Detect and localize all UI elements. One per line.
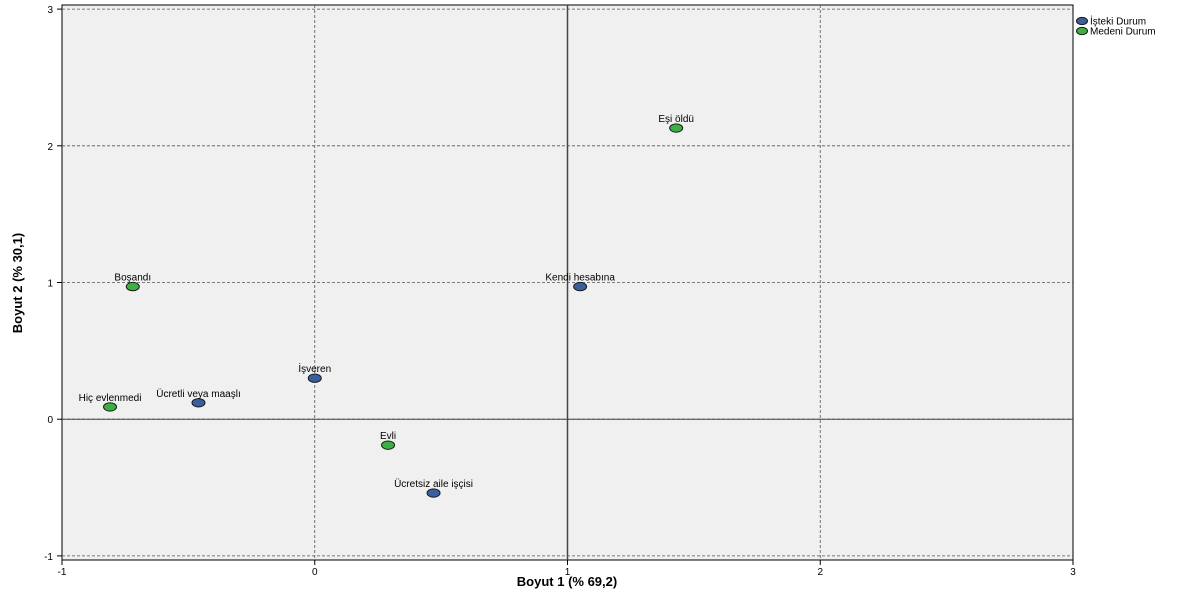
y-axis-title: Boyut 2 (% 30,1) [10, 233, 25, 333]
data-point [125, 281, 140, 292]
data-point [103, 402, 118, 412]
data-point-label: Ücretsiz aile işçisi [394, 478, 473, 490]
y-tick-label: 2 [47, 142, 53, 153]
x-tick-label: 2 [817, 567, 823, 578]
data-point-label: Ücretli veya maaşlı [156, 388, 240, 400]
legend-marker [1076, 16, 1088, 26]
grid-layer [62, 5, 1073, 560]
data-point-label: Boşandı [114, 273, 151, 284]
x-tick-label: -1 [58, 567, 67, 578]
data-point [307, 373, 322, 383]
data-point-label: Kendi hesabına [545, 273, 615, 284]
y-tick-label: 1 [47, 279, 53, 290]
data-point-label: İşveren [298, 362, 331, 375]
legend-marker [1076, 26, 1088, 36]
data-point [573, 281, 588, 292]
axes-layer: -1 0 1 2 3 -1 0 1 2 3 [44, 5, 1076, 578]
points-layer: Kendi hesabına İşveren Ücretli veya maaşlı… [79, 114, 694, 498]
legend-label: Medeni Durum [1090, 27, 1156, 38]
data-point [669, 123, 684, 133]
x-axis-title: Boyut 1 (% 69,2) [517, 574, 617, 589]
data-point-label: Eşi öldü [658, 114, 694, 125]
data-point [426, 488, 441, 498]
data-point [381, 440, 396, 450]
data-point-label: Evli [380, 431, 396, 442]
data-point [191, 398, 206, 408]
x-tick-label: 3 [1070, 567, 1076, 578]
legend-label: İşteki Durum [1090, 15, 1146, 28]
y-tick-label: -1 [44, 552, 53, 563]
y-tick-label: 0 [47, 415, 53, 426]
y-tick-label: 3 [47, 5, 53, 16]
data-point-label: Hiç evlenmedi [79, 393, 142, 404]
x-tick-label: 0 [312, 567, 318, 578]
x-tick-label: 1 [565, 567, 571, 578]
